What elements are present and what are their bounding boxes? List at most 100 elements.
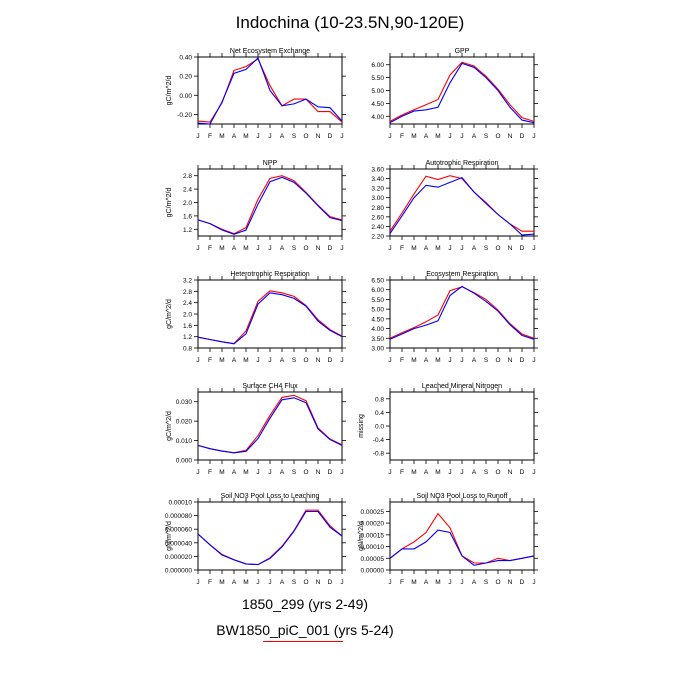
y-tick-label: 2.80	[371, 205, 384, 212]
y-tick-label: 0.00010	[169, 500, 193, 507]
x-tick-label: J	[256, 245, 259, 252]
panel-frame	[389, 56, 535, 125]
y-tick-label: 0.00010	[361, 544, 385, 551]
x-tick-label: M	[243, 357, 248, 364]
x-tick-label: J	[196, 245, 199, 252]
y-axis-label: gN/m^2/d	[358, 521, 365, 551]
x-tick-label: F	[400, 133, 404, 140]
x-tick-label: A	[280, 133, 285, 140]
y-tick-label: 0.000060	[165, 527, 192, 534]
x-tick-label: J	[268, 579, 271, 586]
panel-title: Heterotrophic Respiration	[230, 271, 309, 278]
x-tick-label: F	[208, 579, 212, 586]
y-tick-label: 5.00	[371, 307, 384, 314]
x-tick-label: J	[532, 133, 535, 140]
x-tick-label: A	[280, 579, 285, 586]
y-tick-label: 6.50	[371, 278, 384, 285]
y-tick-label: 3.00	[371, 346, 384, 353]
x-tick-label: S	[292, 357, 297, 364]
y-tick-label: 1.2	[183, 334, 192, 341]
y-tick-label: 3.60	[371, 167, 384, 174]
x-tick-label: J	[388, 469, 391, 476]
x-tick-label: N	[316, 133, 321, 140]
legend-entry-red: BW1850_piC_001 (yrs 5-24)	[216, 622, 394, 638]
x-tick-label: N	[316, 579, 321, 586]
x-tick-label: O	[495, 469, 500, 476]
x-tick-label: D	[520, 579, 525, 586]
x-tick-label: A	[472, 357, 477, 364]
x-tick-label: N	[508, 245, 513, 252]
panel-7: Leached Mineral Nitrogen missing -0.8 -0.4 0…	[358, 383, 538, 476]
x-tick-label: M	[435, 245, 440, 252]
x-tick-label: J	[388, 133, 391, 140]
x-tick-label: J	[388, 357, 391, 364]
x-tick-label: D	[328, 245, 333, 252]
x-tick-label: J	[340, 133, 343, 140]
x-tick-label: J	[268, 357, 271, 364]
y-tick-label: -0.4	[373, 437, 385, 444]
panel-3: Autotrophic Respiration 2.20 2.40 2.60 2.80 3…	[371, 160, 538, 252]
panel-title: NPP	[263, 160, 278, 167]
x-tick-label: J	[532, 579, 535, 586]
x-tick-label: D	[520, 245, 525, 252]
y-tick-label: -0.8	[373, 451, 385, 458]
y-tick-label: 2.0	[183, 312, 192, 319]
x-tick-label: M	[243, 579, 248, 586]
y-tick-label: 3.40	[371, 176, 384, 183]
x-tick-label: S	[484, 133, 489, 140]
x-tick-label: N	[316, 357, 321, 364]
panel-grid: Net Ecosystem ExchangegC/m^2/d-0.200.000…	[165, 48, 538, 586]
y-tick-label: 1.2	[183, 227, 192, 234]
x-tick-label: S	[484, 357, 489, 364]
y-tick-label: 1.6	[183, 323, 192, 330]
panel-title: Surface CH4 Flux	[242, 383, 298, 390]
x-tick-label: J	[448, 579, 451, 586]
y-tick-label: 0.020	[176, 419, 193, 426]
x-tick-label: N	[316, 245, 321, 252]
x-tick-label: A	[472, 245, 477, 252]
x-tick-label: A	[472, 469, 477, 476]
series-line-blue	[389, 176, 535, 236]
x-tick-label: O	[495, 357, 500, 364]
x-tick-label: D	[520, 133, 525, 140]
x-tick-label: S	[292, 245, 297, 252]
x-tick-label: M	[219, 579, 224, 586]
x-tick-label: A	[280, 469, 285, 476]
series-line-red	[389, 61, 535, 122]
y-tick-label: 2.40	[371, 224, 384, 231]
y-tick-label: 0.4	[375, 410, 384, 417]
x-tick-label: M	[411, 133, 416, 140]
x-tick-label: J	[268, 245, 271, 252]
panel-5: Ecosystem Respiration 3.00 3.50 4.00 4.50 5.0…	[371, 271, 538, 364]
y-tick-label: 0.030	[176, 399, 193, 406]
x-tick-label: O	[495, 579, 500, 586]
x-tick-label: M	[243, 469, 248, 476]
panel-frame	[389, 391, 535, 461]
y-tick-label: 2.8	[183, 289, 192, 296]
x-tick-label: J	[448, 469, 451, 476]
x-tick-label: O	[303, 469, 308, 476]
x-tick-label: J	[256, 469, 259, 476]
x-tick-label: O	[303, 357, 308, 364]
x-tick-label: A	[424, 245, 429, 252]
y-tick-label: 2.8	[183, 173, 192, 180]
x-tick-label: A	[424, 133, 429, 140]
y-tick-label: 5.50	[371, 75, 384, 82]
x-tick-label: S	[484, 245, 489, 252]
x-tick-label: J	[388, 245, 391, 252]
x-tick-label: M	[411, 469, 416, 476]
series-line-blue	[389, 529, 535, 566]
x-tick-label: A	[280, 245, 285, 252]
x-tick-label: A	[424, 579, 429, 586]
x-tick-label: M	[411, 579, 416, 586]
legend-entry-blue: 1850_299 (yrs 2-49)	[241, 596, 369, 612]
x-tick-label: F	[400, 469, 404, 476]
x-tick-label: F	[208, 357, 212, 364]
y-axis-label: gN/m^2/d	[166, 521, 173, 551]
x-tick-label: A	[280, 357, 285, 364]
x-tick-label: J	[196, 469, 199, 476]
y-axis-label: gC/m^2/d	[166, 76, 173, 106]
y-tick-label: 5.50	[371, 297, 384, 304]
y-tick-label: 0.000	[176, 458, 193, 465]
